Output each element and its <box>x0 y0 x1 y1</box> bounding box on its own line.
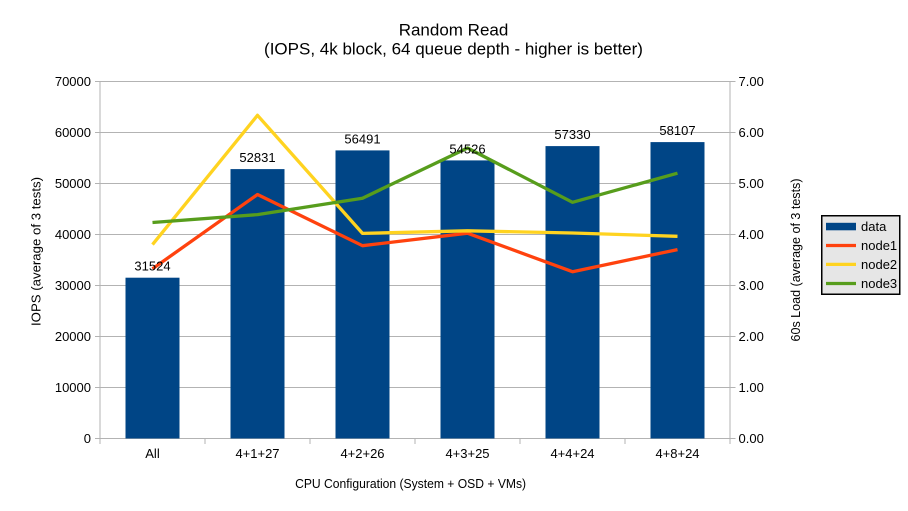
svg-text:data: data <box>861 219 887 234</box>
svg-text:5.00: 5.00 <box>739 176 764 191</box>
svg-text:57330: 57330 <box>554 127 590 142</box>
svg-text:4+2+26: 4+2+26 <box>340 446 384 461</box>
svg-text:31524: 31524 <box>134 259 170 274</box>
svg-text:IOPS (average of 3 tests): IOPS (average of 3 tests) <box>29 177 44 326</box>
svg-text:2.00: 2.00 <box>739 329 764 344</box>
svg-text:4+8+24: 4+8+24 <box>655 446 699 461</box>
svg-text:CPU Configuration (System + OS: CPU Configuration (System + OSD + VMs) <box>295 477 526 491</box>
svg-text:6.00: 6.00 <box>739 125 764 140</box>
svg-text:58107: 58107 <box>659 123 695 138</box>
svg-text:50000: 50000 <box>55 176 91 191</box>
svg-text:1.00: 1.00 <box>739 380 764 395</box>
svg-text:70000: 70000 <box>55 74 91 89</box>
svg-text:node3: node3 <box>861 276 897 291</box>
svg-text:3.00: 3.00 <box>739 278 764 293</box>
svg-text:60000: 60000 <box>55 125 91 140</box>
svg-text:4+3+25: 4+3+25 <box>445 446 489 461</box>
svg-text:60s Load (average of 3 tests): 60s Load (average of 3 tests) <box>788 179 803 342</box>
svg-text:56491: 56491 <box>344 131 380 146</box>
svg-text:(IOPS, 4k block, 64 queue dept: (IOPS, 4k block, 64 queue depth - higher… <box>264 40 643 59</box>
svg-text:30000: 30000 <box>55 278 91 293</box>
svg-text:All: All <box>145 446 160 461</box>
svg-text:54526: 54526 <box>449 141 485 156</box>
svg-text:40000: 40000 <box>55 227 91 242</box>
svg-text:10000: 10000 <box>55 380 91 395</box>
svg-text:4+4+24: 4+4+24 <box>550 446 594 461</box>
svg-text:Random Read: Random Read <box>399 21 509 40</box>
svg-text:node1: node1 <box>861 238 897 253</box>
svg-text:0: 0 <box>84 431 91 446</box>
svg-text:node2: node2 <box>861 257 897 272</box>
svg-text:4.00: 4.00 <box>739 227 764 242</box>
svg-text:20000: 20000 <box>55 329 91 344</box>
svg-text:52831: 52831 <box>239 150 275 165</box>
svg-text:7.00: 7.00 <box>739 74 764 89</box>
svg-text:4+1+27: 4+1+27 <box>235 446 279 461</box>
svg-text:0.00: 0.00 <box>739 431 764 446</box>
